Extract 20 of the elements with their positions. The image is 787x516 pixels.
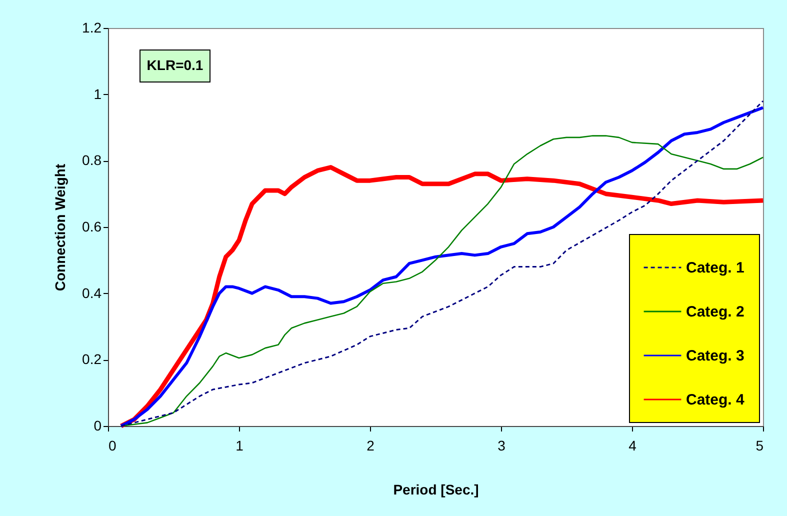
legend-label: Categ. 1 (686, 260, 744, 276)
x-tick-label: 0 (108, 438, 116, 454)
legend-label: Categ. 4 (686, 392, 746, 408)
x-tick-label: 4 (628, 438, 637, 454)
x-tick-label: 2 (366, 438, 375, 454)
y-tick-label: 0.4 (82, 284, 102, 301)
y-tick-label: 0.2 (82, 351, 102, 368)
legend-label: Categ. 2 (686, 304, 744, 320)
x-axis-title: Period [Sec.] (393, 482, 479, 498)
y-tick-label: 0.6 (82, 218, 102, 234)
y-tick-label: 1 (94, 86, 102, 102)
x-tick-label: 5 (756, 438, 764, 454)
legend-label: Categ. 3 (686, 348, 744, 364)
y-axis-title: Connection Weight (52, 164, 68, 292)
y-tick-label: 0 (94, 418, 102, 434)
annotation: KLR=0.1 (146, 57, 204, 73)
x-tick-label: 1 (236, 438, 244, 454)
y-tick-label: 0.8 (82, 152, 102, 168)
y-tick-label: 1.2 (82, 20, 102, 36)
x-tick-label: 3 (498, 438, 506, 454)
